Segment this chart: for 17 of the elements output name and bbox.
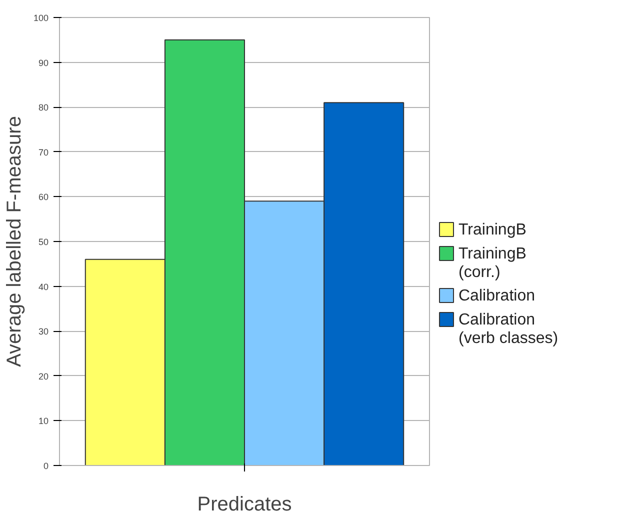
legend-label: TrainingB (458, 222, 526, 238)
y-tick-label: 90 (38, 58, 49, 68)
y-tick-label: 40 (38, 282, 49, 292)
y-tick-label: 20 (38, 371, 49, 382)
y-tick-label: 70 (38, 147, 49, 158)
y-tick-label: 60 (38, 192, 49, 202)
y-tick-label: 50 (38, 237, 49, 247)
x-tick-label: Predicates (197, 494, 292, 513)
y-tick-label: 80 (38, 102, 49, 113)
legend-label: Calibration (verb classes) (458, 312, 558, 348)
y-tick-label: 10 (38, 416, 49, 426)
y-tick-label: 100 (33, 13, 49, 23)
legend-label: TrainingB (corr.) (458, 246, 526, 282)
legend-label: Calibration (458, 288, 535, 304)
y-axis-title: Average labelled F-measure (3, 116, 26, 367)
y-tick-label: 0 (43, 461, 49, 471)
y-tick-label: 30 (38, 326, 49, 337)
